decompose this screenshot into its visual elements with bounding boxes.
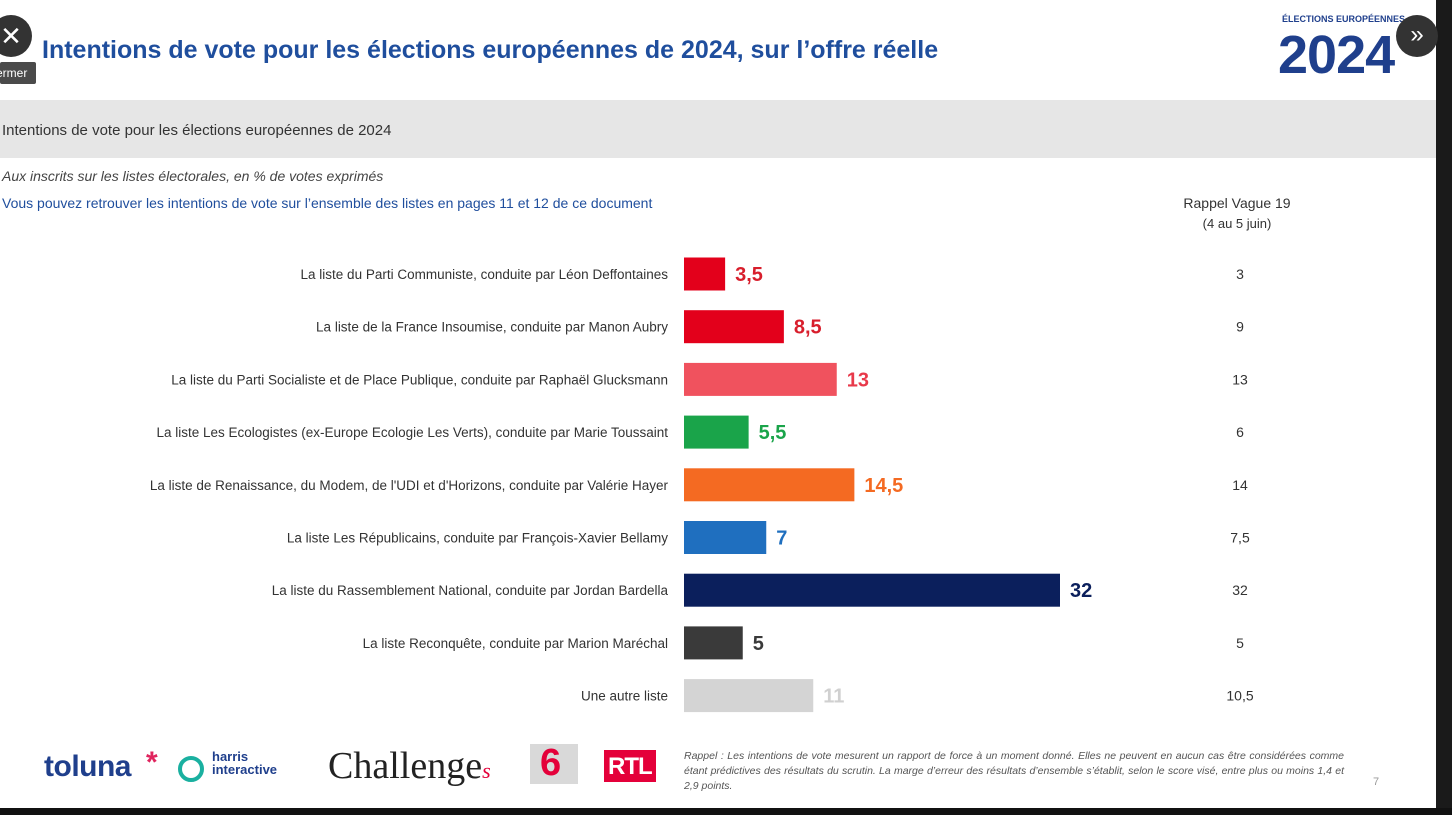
category-label: La liste de Renaissance, du Modem, de l'…	[150, 478, 669, 493]
bar	[684, 626, 743, 660]
category-label: La liste Les Ecologistes (ex-Europe Ecol…	[156, 425, 668, 440]
disclaimer-text: Rappel : Les intentions de vote mesurent…	[684, 750, 1344, 792]
toluna-logo: toluna	[44, 750, 132, 783]
rtl-logo: RTL	[604, 750, 656, 782]
page-number: 7	[1373, 776, 1380, 788]
harris-ring-icon	[178, 756, 204, 782]
value-label: 3,5	[735, 264, 763, 286]
rappel-header: Rappel Vague 19	[1183, 195, 1291, 211]
logo-caption: ÉLECTIONS EUROPÉENNES	[1282, 14, 1406, 24]
band-title: Intentions de vote pour les élections eu…	[2, 122, 392, 139]
logo-year: 2024	[1278, 25, 1395, 85]
bar	[684, 468, 855, 502]
value-label: 7	[776, 528, 787, 550]
bar	[684, 415, 749, 449]
subtitle-reference: Vous pouvez retrouver les intentions de …	[2, 195, 653, 211]
bar	[684, 679, 814, 713]
challenges-s: s	[482, 758, 491, 783]
bar	[684, 573, 1060, 607]
value-label: 8,5	[794, 317, 822, 339]
next-button[interactable]: »	[1396, 15, 1438, 57]
previous-wave-value: 14	[1232, 477, 1248, 493]
bar	[684, 362, 837, 396]
previous-wave-value: 32	[1232, 582, 1248, 598]
category-label: Une autre liste	[581, 689, 668, 704]
value-label: 32	[1070, 580, 1092, 602]
bottom-bar	[0, 808, 1452, 815]
category-label: La liste Reconquête, conduite par Marion…	[363, 636, 668, 651]
value-label: 5	[753, 633, 764, 655]
bar	[684, 257, 726, 291]
m6-text: 6	[540, 742, 562, 784]
category-label: La liste Les Républicains, conduite par …	[287, 531, 668, 546]
m6-logo: 6	[530, 742, 578, 784]
toluna-star-icon: *	[146, 746, 158, 779]
category-label: La liste du Rassemblement National, cond…	[272, 583, 669, 598]
category-label: La liste du Parti Socialiste et de Place…	[171, 372, 668, 387]
previous-wave-value: 9	[1236, 319, 1244, 335]
bar	[684, 310, 784, 344]
value-label: 5,5	[759, 422, 787, 444]
previous-wave-value: 7,5	[1230, 530, 1250, 546]
previous-wave-value: 13	[1232, 371, 1248, 387]
previous-wave-value: 10,5	[1226, 688, 1253, 704]
category-label: La liste du Parti Communiste, conduite p…	[301, 267, 669, 282]
previous-wave-value: 5	[1236, 635, 1244, 651]
value-label: 14,5	[864, 475, 903, 497]
value-label: 13	[847, 369, 869, 391]
close-tooltip: ermer	[0, 62, 36, 84]
bar	[684, 521, 767, 554]
header-band	[0, 100, 1436, 158]
value-label: 11	[823, 686, 844, 708]
previous-wave-value: 3	[1236, 266, 1244, 282]
page-title: Intentions de vote pour les élections eu…	[42, 36, 939, 64]
harris-interactive-logo: harris interactive	[212, 749, 278, 777]
vote-intentions-bar-chart: La liste du Parti Communiste, conduite p…	[150, 257, 1254, 713]
challenges-text: Challenge	[328, 745, 483, 787]
subtitle-population: Aux inscrits sur les listes électorales,…	[2, 168, 384, 184]
challenges-logo: Challenges	[328, 744, 491, 788]
elections-2024-logo: ÉLECTIONS EUROPÉENNES 2024	[1276, 10, 1426, 90]
partner-logos: toluna * harris interactive Challenges 6…	[44, 740, 664, 800]
category-label: La liste de la France Insoumise, conduit…	[316, 320, 668, 335]
rappel-dates: (4 au 5 juin)	[1202, 216, 1272, 231]
previous-wave-value: 6	[1236, 424, 1244, 440]
rtl-text: RTL	[608, 753, 653, 780]
